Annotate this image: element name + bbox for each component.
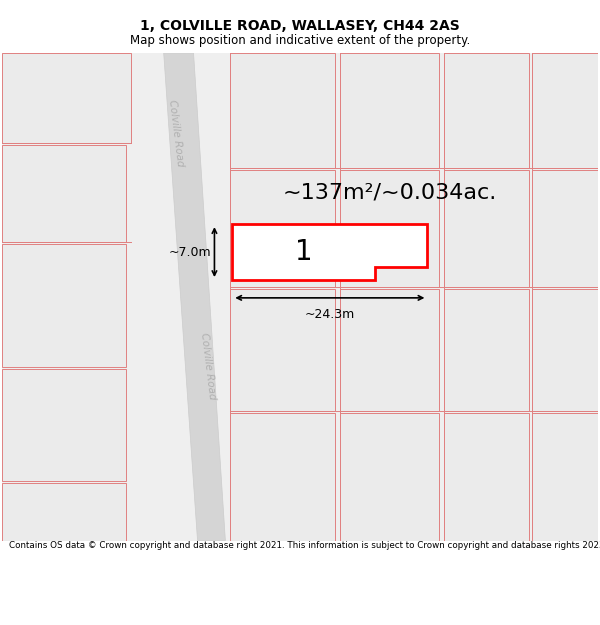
Bar xyxy=(532,289,598,411)
Text: Map shows position and indicative extent of the property.: Map shows position and indicative extent… xyxy=(130,34,470,47)
Bar xyxy=(444,169,529,287)
Bar xyxy=(2,244,126,366)
Bar xyxy=(340,289,439,411)
Text: 1, COLVILLE ROAD, WALLASEY, CH44 2AS: 1, COLVILLE ROAD, WALLASEY, CH44 2AS xyxy=(140,19,460,33)
Bar xyxy=(230,169,335,287)
Polygon shape xyxy=(232,224,427,280)
Polygon shape xyxy=(164,53,226,541)
Bar xyxy=(444,289,529,411)
Bar xyxy=(230,413,335,541)
Text: Colville Road: Colville Road xyxy=(199,332,218,401)
Text: Contains OS data © Crown copyright and database right 2021. This information is : Contains OS data © Crown copyright and d… xyxy=(9,541,600,550)
Bar xyxy=(340,53,439,168)
Bar xyxy=(444,413,529,541)
Bar xyxy=(2,144,126,242)
Bar xyxy=(2,483,126,541)
Bar xyxy=(532,169,598,287)
Bar xyxy=(532,413,598,541)
Text: Colville Road: Colville Road xyxy=(167,99,185,167)
Bar xyxy=(340,169,439,287)
Text: ~137m²/~0.034ac.: ~137m²/~0.034ac. xyxy=(283,182,497,203)
Bar xyxy=(2,53,131,143)
Bar xyxy=(2,369,126,481)
Bar xyxy=(444,53,529,168)
Text: 1: 1 xyxy=(295,238,312,266)
Text: ~24.3m: ~24.3m xyxy=(305,308,355,321)
Bar xyxy=(340,413,439,541)
Text: ~7.0m: ~7.0m xyxy=(169,246,211,259)
Bar xyxy=(532,53,598,168)
Bar xyxy=(230,53,335,168)
Bar xyxy=(230,289,335,411)
